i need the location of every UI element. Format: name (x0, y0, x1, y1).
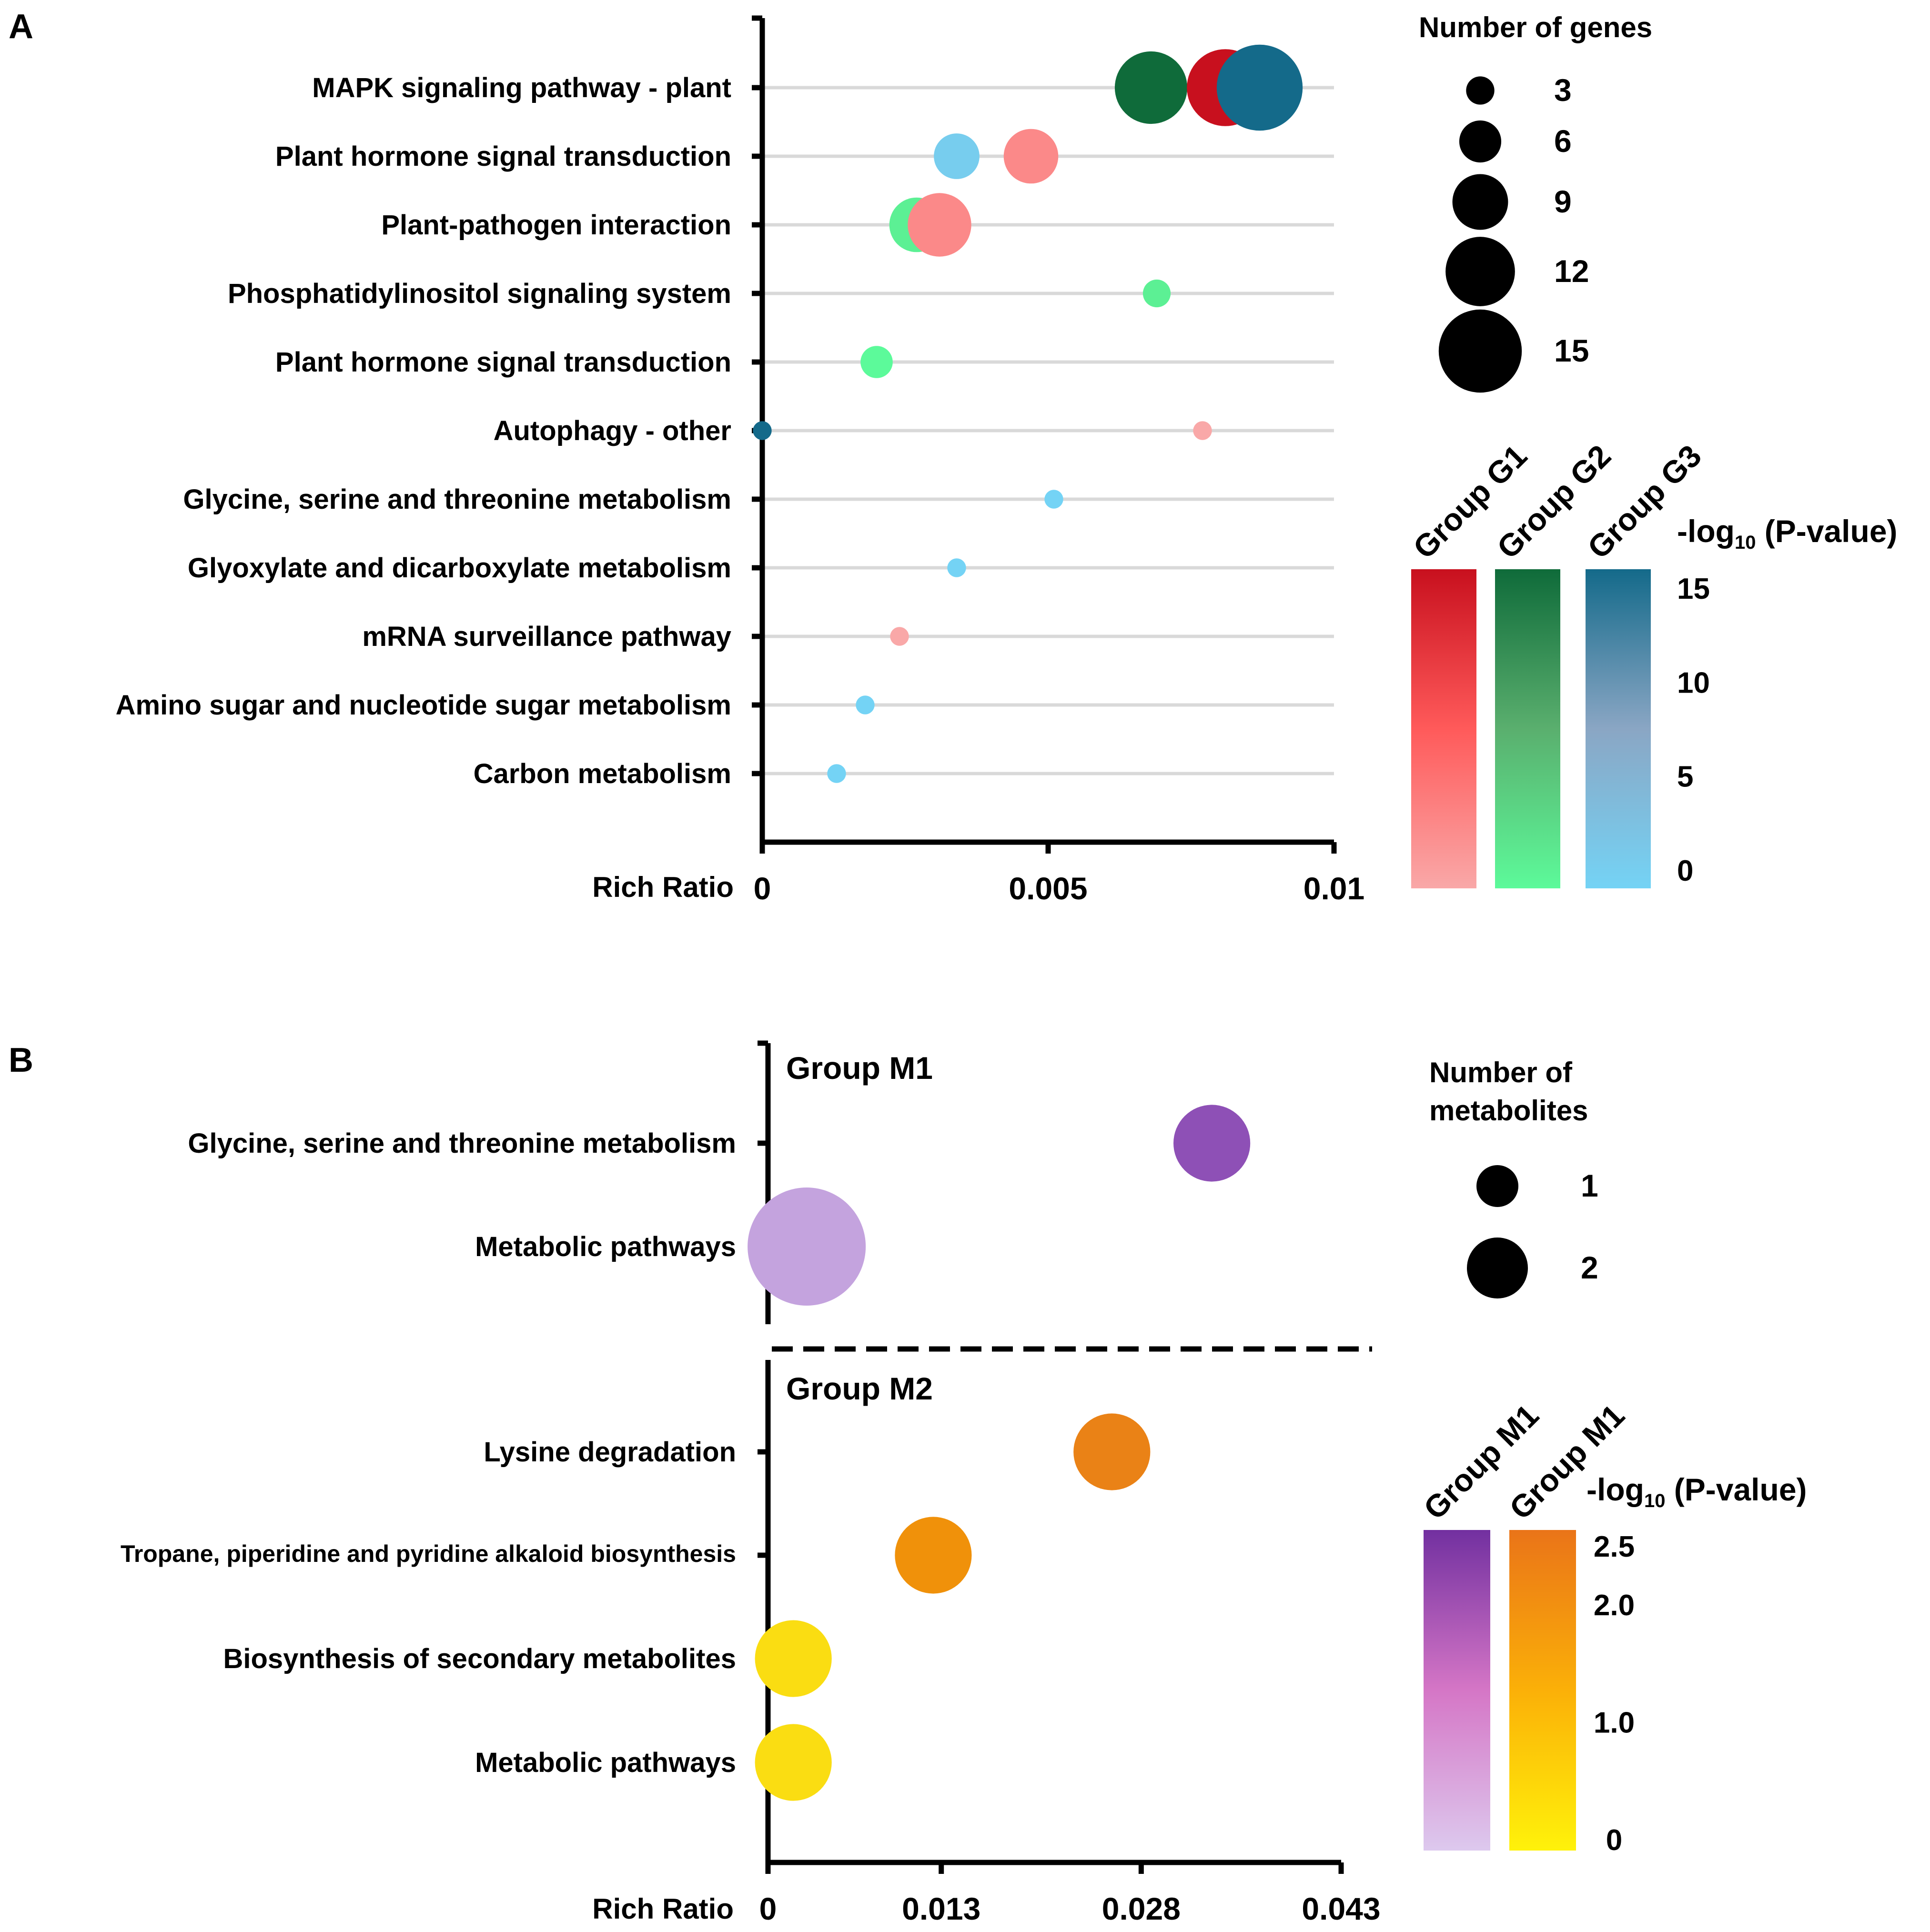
category-label: Glyoxylate and dicarboxylate metabolism (188, 553, 731, 584)
title-main: -log (1586, 1472, 1644, 1507)
data-point (934, 133, 980, 179)
size-legend-circle (1459, 120, 1502, 163)
size-legend-title: Number of genes (1419, 11, 1652, 43)
category-label: Lysine degradation (484, 1437, 736, 1468)
size-legend-circle (1445, 237, 1515, 306)
data-point (1114, 51, 1188, 124)
title-main: (P-value) (1756, 513, 1897, 549)
color-legend-tick: 0 (1606, 1824, 1622, 1857)
data-point (1216, 44, 1303, 131)
size-legend-title: metabolites (1429, 1095, 1588, 1127)
title-subscript: 10 (1644, 1490, 1666, 1511)
color-bar (1495, 569, 1560, 888)
color-bar (1586, 569, 1651, 888)
size-legend-circle (1476, 1165, 1518, 1207)
data-point (895, 1517, 972, 1594)
color-bar (1509, 1530, 1576, 1851)
size-legend-circle (1467, 1238, 1528, 1298)
category-label: MAPK signaling pathway - plant (312, 72, 731, 103)
category-label: Plant-pathogen interaction (381, 210, 731, 241)
color-legend-tick: 2.5 (1594, 1530, 1635, 1563)
size-legend-circle (1466, 76, 1495, 105)
color-legend-tick: 1.0 (1594, 1707, 1635, 1740)
data-point (1193, 421, 1212, 440)
data-point (1142, 279, 1171, 308)
size-legend-circle (1452, 174, 1508, 230)
x-axis-label: Rich Ratio (592, 1893, 734, 1925)
x-tick-label: 0.028 (1102, 1891, 1181, 1926)
data-point (748, 1187, 866, 1306)
color-bar (1411, 569, 1476, 888)
size-legend-label: 2 (1581, 1250, 1598, 1285)
panel-label-b: B (9, 1041, 33, 1079)
category-label: Plant hormone signal transduction (275, 347, 731, 378)
x-tick-label: 0.01 (1304, 871, 1364, 906)
category-label: Tropane, piperidine and pyridine alkaloi… (121, 1540, 736, 1567)
panel-label-a: A (9, 8, 33, 46)
data-point (1044, 490, 1063, 509)
size-legend-label: 3 (1554, 72, 1572, 108)
color-legend-tick: 5 (1677, 761, 1693, 794)
title-main: -log (1677, 513, 1735, 549)
size-legend-label: 9 (1554, 184, 1572, 219)
data-point (856, 695, 875, 714)
category-label: Amino sugar and nucleotide sugar metabol… (116, 690, 731, 721)
size-legend-label: 15 (1554, 333, 1589, 368)
color-legend-title: -log10 (P-value) (1677, 513, 1898, 553)
data-point (753, 421, 772, 440)
category-label: Glycine, serine and threonine metabolism (183, 484, 731, 515)
category-label: mRNA surveillance pathway (362, 621, 731, 652)
size-legend-label: 1 (1581, 1168, 1598, 1203)
data-point (947, 558, 966, 577)
panel-b: Group M1 Glycine, serine and threonine me… (121, 1040, 1807, 1926)
data-point (1003, 129, 1059, 184)
title-subscript: 10 (1735, 532, 1756, 553)
category-label: Glycine, serine and threonine metabolism (188, 1128, 736, 1159)
x-tick-label: 0.005 (1009, 871, 1087, 906)
category-label: Plant hormone signal transduction (275, 141, 731, 172)
size-legend-circle (1438, 309, 1522, 393)
category-label: Biosynthesis of secondary metabolites (223, 1643, 736, 1674)
category-label: Autophagy - other (494, 415, 731, 446)
size-legend-label: 12 (1554, 253, 1589, 289)
size-legend-label: 6 (1554, 123, 1572, 159)
x-tick-label: 0 (754, 871, 771, 906)
group-label: Group M2 (786, 1371, 933, 1406)
color-legend-title: -log10 (P-value) (1586, 1472, 1807, 1511)
color-legend-tick: 10 (1677, 666, 1710, 699)
data-point (860, 346, 893, 378)
color-legend-tick: 0 (1677, 855, 1693, 887)
data-point (755, 1724, 832, 1801)
category-label: Metabolic pathways (475, 1747, 736, 1778)
x-tick-label: 0.013 (902, 1891, 980, 1926)
x-tick-label: 0 (759, 1891, 777, 1926)
color-legend-tick: 2.0 (1594, 1589, 1635, 1622)
category-label: Phosphatidylinositol signaling system (228, 278, 731, 309)
category-label: Carbon metabolism (474, 758, 731, 789)
x-axis-label: Rich Ratio (592, 871, 734, 903)
color-legend-tick: 15 (1677, 573, 1710, 605)
panel-a: MAPK signaling pathway - plant Plant horm… (116, 11, 1898, 906)
data-point (1173, 1105, 1251, 1182)
data-point (827, 764, 846, 783)
data-point (908, 193, 971, 257)
x-tick-label: 0.043 (1302, 1891, 1380, 1926)
group-label: Group M1 (786, 1050, 933, 1086)
data-point (1073, 1413, 1151, 1490)
color-bar (1424, 1530, 1490, 1851)
category-label: Metabolic pathways (475, 1231, 736, 1262)
size-legend-title: Number of (1429, 1057, 1573, 1088)
data-point (890, 627, 909, 646)
title-main: (P-value) (1665, 1472, 1807, 1507)
data-point (755, 1620, 832, 1697)
